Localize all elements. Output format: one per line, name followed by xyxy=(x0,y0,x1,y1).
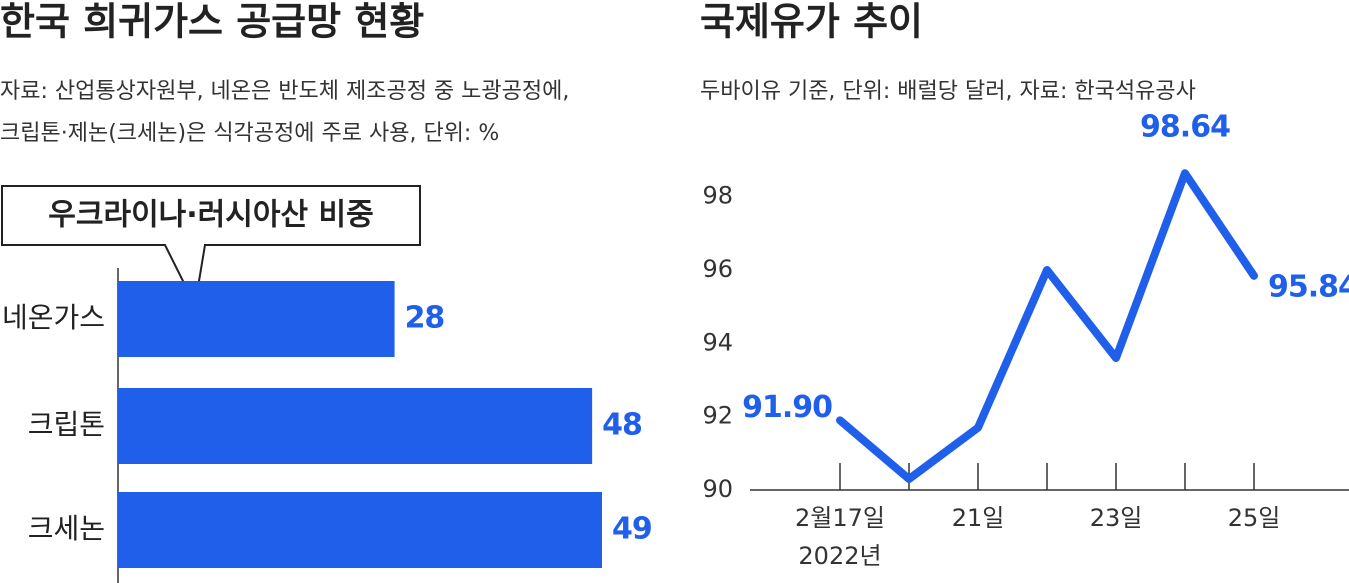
y-tick-label: 98 xyxy=(702,182,733,210)
value-label: 28 xyxy=(405,301,445,336)
value-label: 98.64 xyxy=(1140,110,1230,145)
line xyxy=(836,169,1258,483)
subtitle: 크립톤·제논(크세논)은 식각공정에 주로 사용, 단위: % xyxy=(0,121,499,146)
bar xyxy=(118,388,593,464)
subtitle: 두바이유 기준, 단위: 배럴당 달러, 자료: 한국석유공사 xyxy=(700,79,1196,104)
value-label: 48 xyxy=(602,408,642,443)
category-label: 네온가스 xyxy=(2,301,105,334)
x-tick-label: 25일 xyxy=(1228,504,1281,532)
callout-box xyxy=(1,185,421,309)
x-tick-label: 21일 xyxy=(952,504,1005,532)
x-tick-label: 23일 xyxy=(1090,504,1143,532)
chart-title: 한국 희귀가스 공급망 현황 xyxy=(0,0,424,44)
y-tick-label: 90 xyxy=(702,475,733,503)
value-label: 91.90 xyxy=(742,390,832,425)
y-tick-label: 96 xyxy=(702,255,733,283)
value-label: 95.84 xyxy=(1268,269,1349,304)
chart-title: 국제유가 추이 xyxy=(700,0,923,44)
bar xyxy=(118,281,395,357)
annotation: 우크라이나·러시아산 비중 xyxy=(48,198,373,233)
bar xyxy=(118,492,602,568)
x-tick-label: 2022년 xyxy=(798,542,881,570)
category-label: 크세논 xyxy=(28,512,105,545)
value-label: 49 xyxy=(612,512,652,547)
y-tick-label: 94 xyxy=(702,328,733,356)
category-label: 크립톤 xyxy=(28,408,105,441)
y-tick-label: 92 xyxy=(702,402,733,430)
subtitle: 자료: 산업통상자원부, 네온은 반도체 제조공정 중 노광공정에, xyxy=(0,79,569,104)
x-tick-label: 2월17일 xyxy=(795,504,885,532)
